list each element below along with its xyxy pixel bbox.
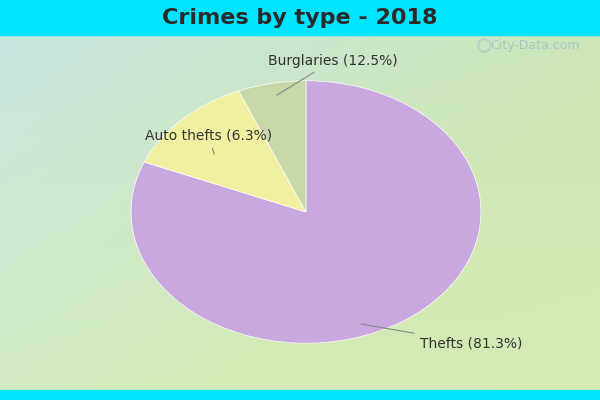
Bar bbox=[0, 390, 600, 400]
Text: Crimes by type - 2018: Crimes by type - 2018 bbox=[162, 8, 438, 28]
Wedge shape bbox=[239, 81, 306, 212]
Bar bbox=[0, 0, 600, 35]
Text: Thefts (81.3%): Thefts (81.3%) bbox=[361, 324, 522, 350]
Text: Burglaries (12.5%): Burglaries (12.5%) bbox=[268, 54, 397, 95]
Wedge shape bbox=[131, 81, 481, 343]
Text: Auto thefts (6.3%): Auto thefts (6.3%) bbox=[145, 129, 272, 154]
Text: City-Data.com: City-Data.com bbox=[490, 38, 580, 52]
Wedge shape bbox=[144, 91, 306, 212]
